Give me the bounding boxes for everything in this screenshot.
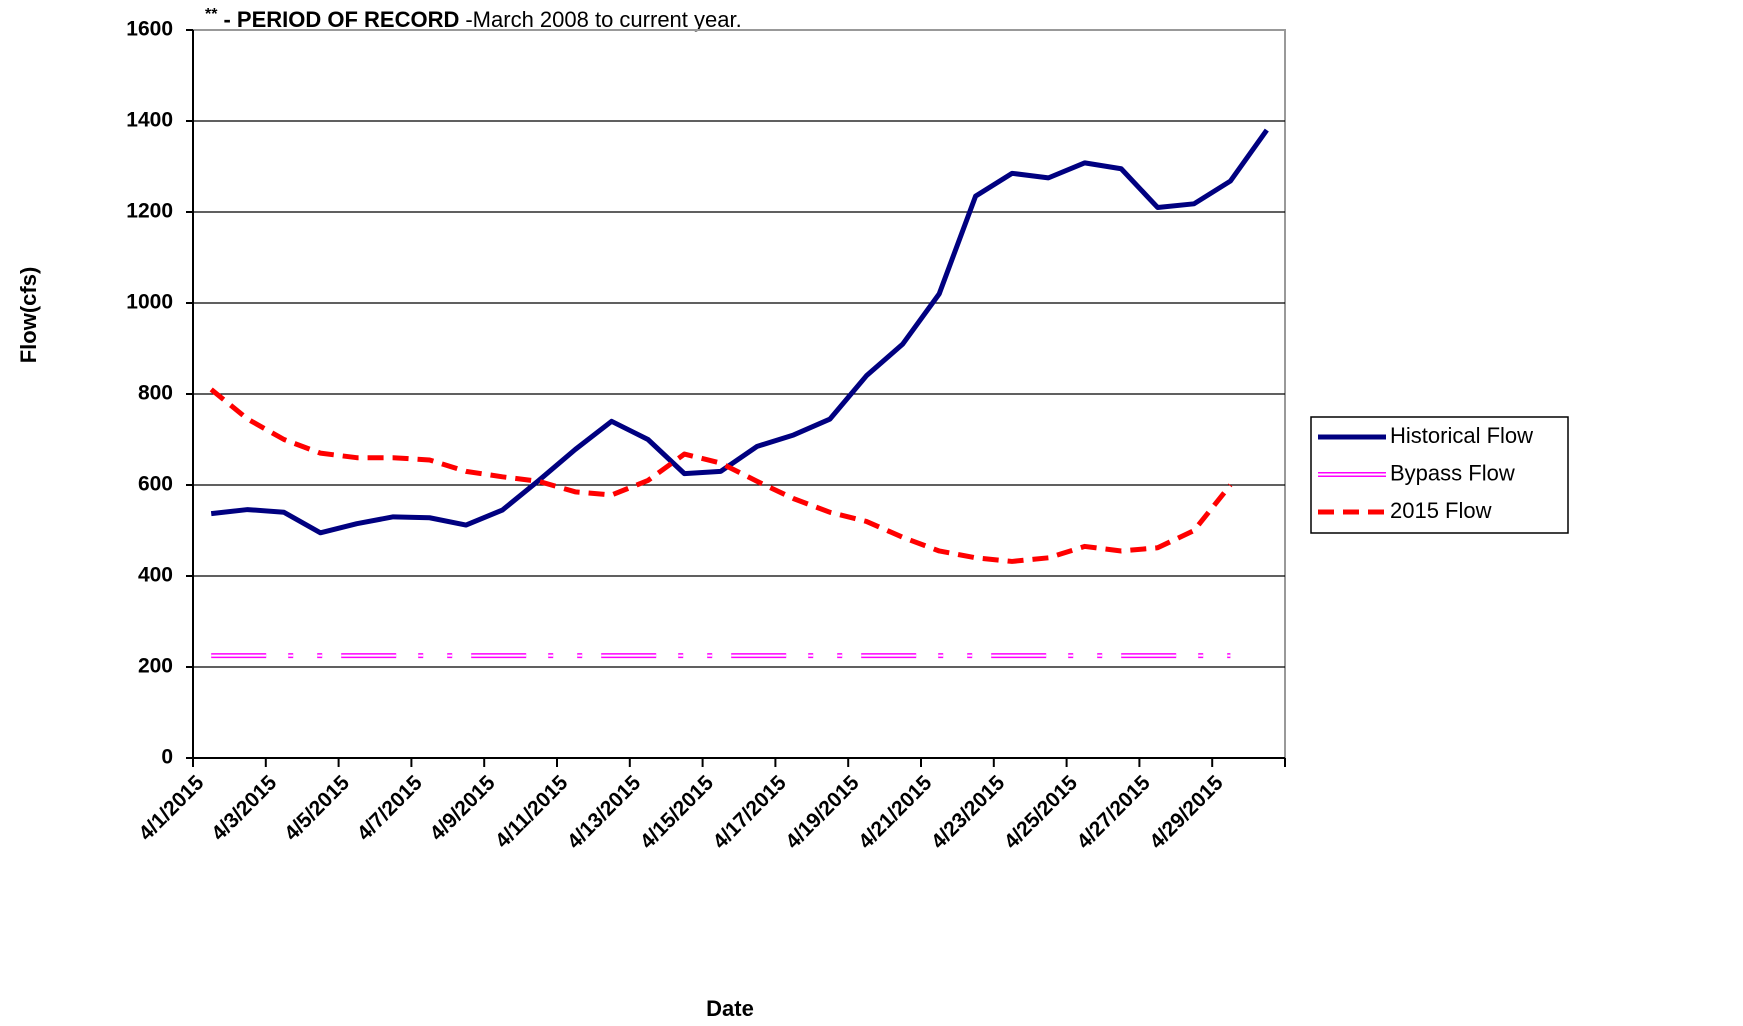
x-tick-label: 4/5/2015 (280, 771, 354, 845)
x-tick-label: 4/17/2015 (709, 771, 792, 854)
y-tick-label: 600 (138, 473, 173, 496)
x-tick-label: 4/29/2015 (1145, 771, 1228, 854)
x-tick-label: 4/3/2015 (207, 771, 281, 845)
x-tick-label: 4/21/2015 (854, 771, 937, 854)
y-tick-label: 1400 (126, 109, 173, 132)
y-tick-label: 200 (138, 655, 173, 678)
y-tick-label: 0 (161, 746, 173, 769)
legend-label: Historical Flow (1390, 423, 1533, 448)
x-tick-label: 4/23/2015 (927, 771, 1010, 854)
x-tick-label: 4/15/2015 (636, 771, 719, 854)
series-line (210, 128, 1269, 536)
x-axis-label: Date (706, 996, 754, 1021)
legend-label: Bypass Flow (1390, 460, 1515, 485)
x-tick-label: 4/19/2015 (781, 771, 864, 854)
note: ** - PERIOD OF RECORD -March 2008 to curre… (205, 6, 742, 32)
x-tick-label: 4/1/2015 (134, 771, 208, 845)
y-tick-label: 1600 (126, 18, 173, 41)
x-tick-label: 4/13/2015 (563, 771, 646, 854)
y-tick-label: 800 (138, 382, 173, 405)
y-tick-label: 1200 (126, 200, 173, 223)
y-tick-label: 1000 (126, 291, 173, 314)
y-tick-label: 400 (138, 564, 173, 587)
x-tick-label: 4/11/2015 (491, 771, 573, 853)
x-tick-label: 4/27/2015 (1073, 771, 1156, 854)
legend-label: 2015 Flow (1390, 498, 1492, 523)
x-tick-label: 4/25/2015 (1000, 771, 1083, 854)
x-tick-label: 4/7/2015 (353, 771, 427, 845)
series-line (209, 387, 1233, 564)
x-tick-label: 4/9/2015 (426, 771, 500, 845)
note-bold: - PERIOD OF RECORD (223, 7, 459, 32)
note-mark: ** (205, 6, 218, 23)
y-axis-label: Flow(cfs) (16, 267, 41, 364)
note-text: -March 2008 to current year. (465, 7, 741, 32)
